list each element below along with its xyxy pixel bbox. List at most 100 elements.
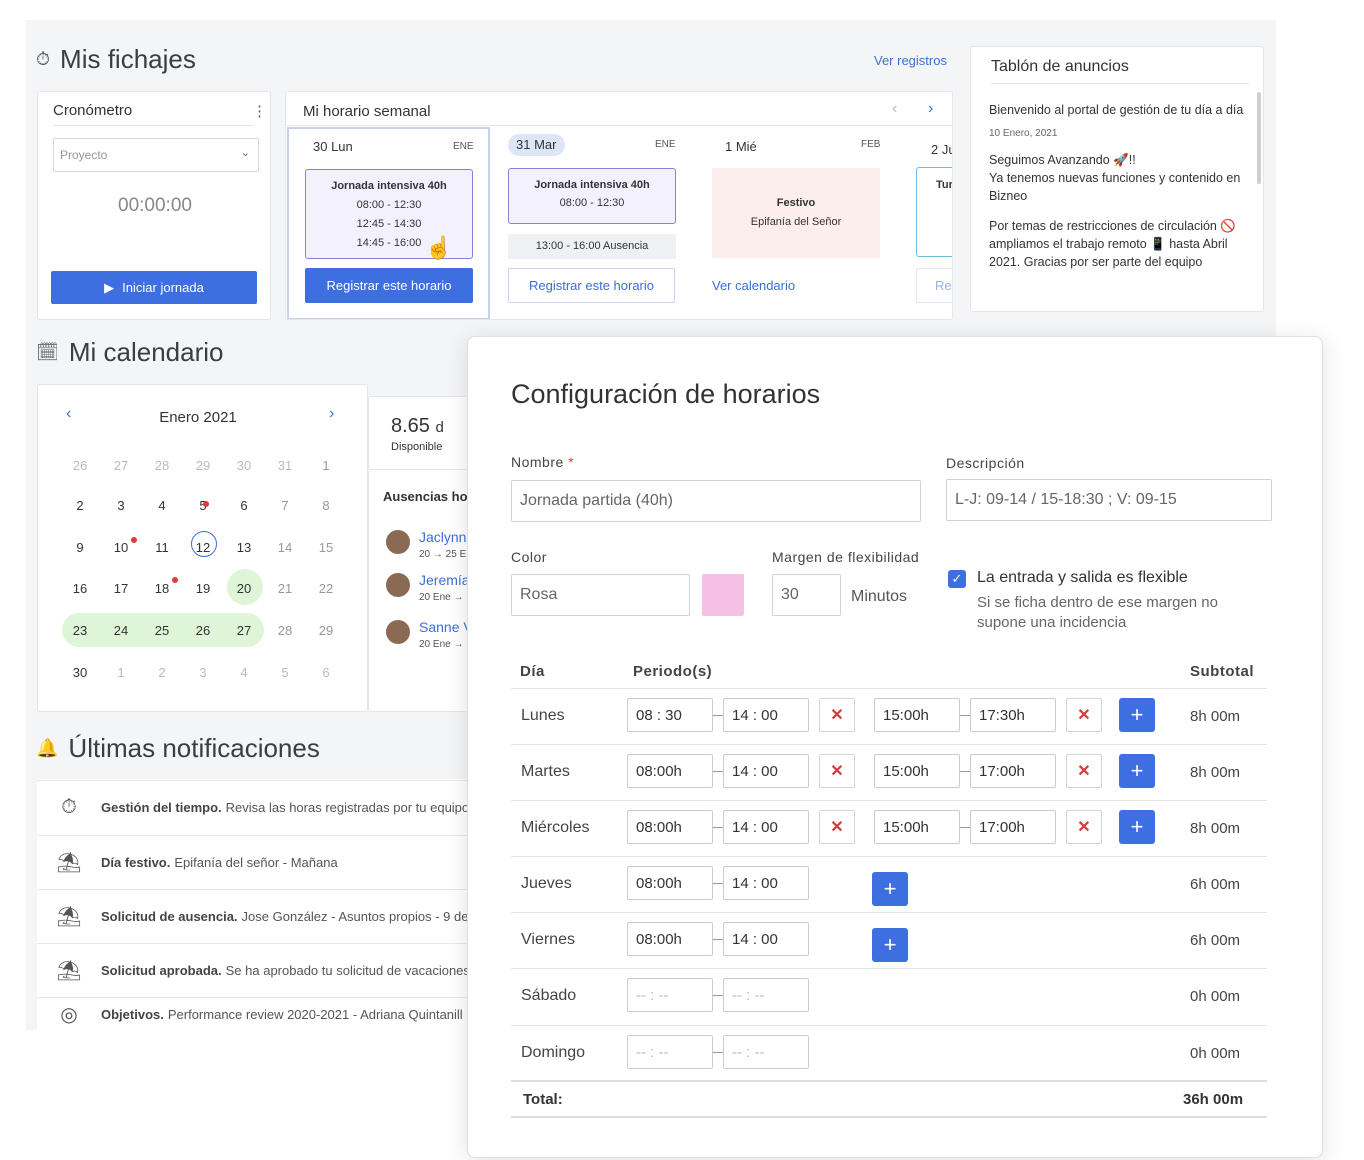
calendar-day[interactable]: 5 (281, 664, 289, 680)
calendar-day[interactable]: 5 (186, 488, 220, 522)
calendar-day[interactable]: 1 (117, 664, 125, 680)
ver-registros-link[interactable]: Ver registros (874, 53, 947, 68)
calendar-day[interactable]: 30 (236, 457, 252, 473)
period-start-input[interactable]: -- : -- (627, 978, 713, 1012)
calendar-day[interactable]: 20 (236, 580, 252, 596)
remove-period-button[interactable]: ✕ (819, 754, 855, 788)
nombre-field[interactable]: Jornada partida (40h) (511, 480, 921, 522)
calendar-day[interactable]: 3 (117, 497, 125, 513)
calendar-day[interactable]: 14 (277, 539, 293, 555)
iniciar-jornada-button[interactable]: ▶ Iniciar jornada (51, 271, 257, 304)
notification-item[interactable]: ⛱ Día festivo. Epifanía del señor - Mañana (37, 835, 467, 889)
notification-item[interactable]: ⏱ Gestión del tiempo. Revisa las horas reg… (37, 780, 467, 834)
calendar-day[interactable]: 24 (113, 622, 129, 638)
registrar-horario-button[interactable]: Reg (916, 268, 952, 303)
color-swatch[interactable] (702, 574, 744, 616)
calendar-day[interactable]: 15 (318, 539, 334, 555)
calendar-day[interactable]: 27 (113, 457, 129, 473)
period-start-input[interactable]: -- : -- (627, 1035, 713, 1069)
remove-period-button[interactable]: ✕ (819, 698, 855, 732)
registrar-horario-button[interactable]: Registrar este horario (305, 268, 473, 303)
period-end-input[interactable]: 14 : 00 (723, 866, 809, 900)
period-end-input[interactable]: 14 : 00 (723, 810, 809, 844)
period-start-input[interactable]: 08 : 30 (627, 698, 713, 732)
person-name[interactable]: Jaclynn (419, 529, 467, 545)
period-start-input[interactable]: 08:00h (627, 866, 713, 900)
period-start-input[interactable]: 08:00h (627, 810, 713, 844)
remove-period-button[interactable]: ✕ (1066, 810, 1102, 844)
schedule-block[interactable]: Jornada intensiva 40h 08:00 - 12:30 12:4… (305, 169, 473, 259)
more-options-icon[interactable]: ⋮ (252, 103, 267, 120)
period-end-input[interactable]: 14 : 00 (723, 698, 809, 732)
add-period-button[interactable]: + (872, 872, 908, 906)
calendar-day[interactable]: 11 (155, 539, 169, 555)
remove-period-button[interactable]: ✕ (1066, 698, 1102, 732)
period-end-input[interactable]: -- : -- (723, 1035, 809, 1069)
calendar-day[interactable]: 22 (318, 580, 334, 596)
add-period-button[interactable]: + (872, 928, 908, 962)
period-start-input[interactable]: 15:00h (874, 698, 960, 732)
notification-item[interactable]: ⛱ Solicitud aprobada. Se ha aprobado tu so… (37, 943, 467, 997)
prev-month-icon[interactable]: ‹ (66, 405, 72, 422)
next-month-icon[interactable]: › (329, 405, 335, 422)
calendar-day[interactable]: 2 (158, 664, 166, 680)
calendar-day[interactable]: 21 (277, 580, 293, 596)
calendar-day[interactable]: 30 (72, 664, 88, 680)
calendar-day[interactable]: 28 (154, 457, 170, 473)
period-start-input[interactable]: 08:00h (627, 754, 713, 788)
calendar-day[interactable]: 18 (154, 580, 170, 596)
prev-week-icon[interactable]: ‹ (892, 100, 898, 117)
add-period-button[interactable]: + (1119, 810, 1155, 844)
period-end-input[interactable]: 17:00h (970, 810, 1056, 844)
calendar-day[interactable]: 23 (72, 622, 88, 638)
calendar-day[interactable]: 29 (318, 622, 334, 638)
calendar-day[interactable]: 9 (76, 539, 84, 555)
notification-item[interactable]: ⛱ Solicitud de ausencia. Jose González - A… (37, 889, 467, 943)
calendar-day[interactable]: 4 (240, 664, 248, 680)
period-start-input[interactable]: 15:00h (874, 810, 960, 844)
calendar-day[interactable]: 26 (195, 622, 211, 638)
period-end-input[interactable]: -- : -- (723, 978, 809, 1012)
calendar-day[interactable]: 4 (158, 497, 166, 513)
calendar-day[interactable]: 1 (322, 457, 330, 473)
schedule-block[interactable]: Jornada intensiva 40h 08:00 - 12:30 (508, 168, 676, 224)
period-end-input[interactable]: 17:30h (970, 698, 1056, 732)
period-end-input[interactable]: 14 : 00 (723, 922, 809, 956)
notification-item[interactable]: ◎ Objetivos. Performance review 2020-2021 … (37, 997, 467, 1030)
scrollbar[interactable] (1257, 92, 1261, 184)
registrar-horario-button[interactable]: Registrar este horario (508, 268, 675, 303)
period-start-input[interactable]: 08:00h (627, 922, 713, 956)
ver-calendario-link[interactable]: Ver calendario (712, 278, 796, 293)
calendar-day[interactable]: 17 (113, 580, 129, 596)
calendar-day[interactable]: 2 (76, 497, 84, 513)
person-name[interactable]: Sanne V (419, 619, 473, 635)
person-name[interactable]: Jeremía (419, 572, 470, 588)
calendar-day[interactable]: 28 (277, 622, 293, 638)
period-start-input[interactable]: 15:00h (874, 754, 960, 788)
margen-field[interactable]: 30 (772, 574, 841, 616)
calendar-day[interactable]: 26 (72, 457, 88, 473)
color-select[interactable]: Rosa (511, 574, 690, 616)
calendar-day[interactable]: 3 (199, 664, 207, 680)
remove-period-button[interactable]: ✕ (819, 810, 855, 844)
calendar-day[interactable]: 7 (281, 497, 289, 513)
calendar-day[interactable]: 19 (195, 580, 211, 596)
calendar-day[interactable]: 8 (322, 497, 330, 513)
calendar-day[interactable]: 16 (72, 580, 88, 596)
schedule-block[interactable]: Tur (916, 167, 952, 257)
calendar-day[interactable]: 12 (195, 539, 211, 555)
calendar-day[interactable]: 27 (236, 622, 252, 638)
calendar-day[interactable]: 6 (240, 497, 248, 513)
calendar-day[interactable]: 13 (236, 539, 252, 555)
next-week-icon[interactable]: › (928, 100, 934, 117)
calendar-day[interactable]: 6 (322, 664, 330, 680)
calendar-day[interactable]: 10 (113, 539, 129, 555)
add-period-button[interactable]: + (1119, 698, 1155, 732)
project-select[interactable]: Proyecto ⌄ (53, 138, 259, 172)
period-end-input[interactable]: 17:00h (970, 754, 1056, 788)
add-period-button[interactable]: + (1119, 754, 1155, 788)
period-end-input[interactable]: 14 : 00 (723, 754, 809, 788)
flex-checkbox[interactable]: ✓ (948, 570, 966, 588)
calendar-day[interactable]: 31 (277, 457, 293, 473)
descripcion-field[interactable]: L-J: 09-14 / 15-18:30 ; V: 09-15 (946, 479, 1272, 521)
